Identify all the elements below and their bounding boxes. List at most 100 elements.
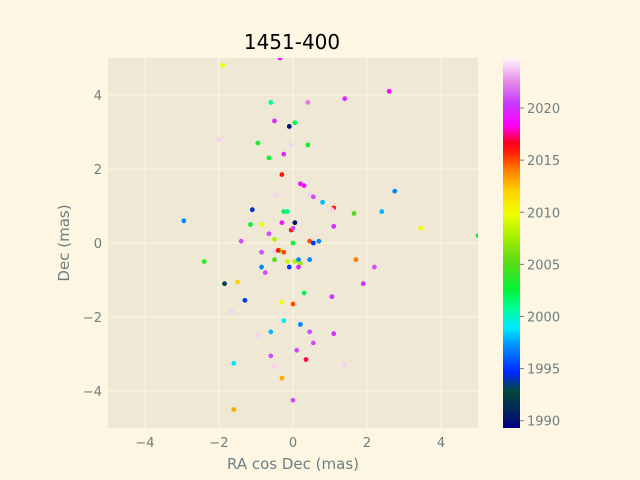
data-point: [272, 236, 277, 242]
data-point: [259, 264, 264, 270]
data-point: [296, 257, 301, 263]
colorbar-tick-label: 2010: [527, 206, 560, 221]
data-point: [418, 225, 424, 231]
data-point: [372, 264, 377, 270]
data-point: [294, 347, 300, 353]
x-tick-label: 0: [289, 436, 297, 451]
data-point: [298, 322, 303, 327]
data-point: [229, 309, 235, 314]
x-tick-label: 4: [437, 436, 445, 451]
data-point: [268, 353, 274, 359]
data-point: [222, 281, 227, 287]
colorbar-tick-label: 1990: [527, 415, 560, 430]
data-point: [298, 260, 303, 266]
data-point: [255, 140, 261, 146]
data-point: [310, 194, 316, 200]
data-point: [290, 240, 296, 246]
x-axis-label: RA cos Dec (mas): [227, 455, 359, 473]
x-tick-label: −4: [135, 436, 154, 451]
data-point: [281, 209, 287, 214]
data-point: [242, 297, 248, 303]
data-point: [259, 249, 264, 255]
data-point: [277, 58, 283, 61]
data-point: [216, 137, 222, 142]
scatter-points: [181, 58, 478, 412]
x-ticks: −4 −2 0 2 4: [135, 436, 445, 451]
data-point: [249, 207, 255, 213]
data-point: [286, 264, 292, 270]
data-point: [310, 340, 316, 346]
data-point: [310, 240, 316, 246]
data-point: [292, 259, 298, 264]
colorbar-tick-label: 2020: [527, 102, 560, 117]
data-point: [305, 142, 311, 148]
data-point: [201, 259, 207, 264]
chart-title: 1451-400: [244, 30, 340, 54]
data-point: [316, 238, 322, 244]
data-point: [268, 100, 274, 105]
colorbar-tick-label: 2000: [527, 310, 560, 325]
data-point: [279, 375, 285, 381]
data-point: [353, 257, 359, 263]
data-point: [286, 124, 292, 129]
x-tick-label: 2: [363, 436, 371, 451]
y-tick-label: −4: [83, 385, 102, 400]
data-point: [290, 397, 296, 403]
data-point: [329, 294, 335, 300]
data-point: [231, 407, 237, 412]
y-tick-label: −2: [83, 311, 102, 326]
data-point: [290, 225, 296, 231]
data-point: [220, 63, 226, 68]
x-tick-label: −2: [209, 436, 228, 451]
data-point: [285, 209, 290, 214]
data-point: [296, 264, 301, 270]
data-point: [305, 100, 311, 105]
data-point: [279, 299, 285, 305]
data-point: [248, 222, 253, 227]
data-point: [351, 211, 357, 216]
colorbar: [503, 58, 520, 428]
data-point: [281, 151, 287, 157]
data-point: [307, 329, 313, 335]
y-tick-label: 4: [94, 89, 102, 104]
colorbar-tick-label: 2015: [527, 154, 560, 169]
data-point: [272, 257, 277, 263]
data-point: [285, 259, 290, 264]
y-axis-label: Dec (mas): [55, 204, 73, 281]
data-point: [231, 360, 237, 366]
data-point: [298, 181, 303, 187]
colorbar-tick-label: 2005: [527, 258, 560, 273]
data-point: [307, 257, 313, 263]
data-point: [290, 301, 296, 307]
data-point: [279, 220, 285, 226]
data-point: [392, 188, 398, 194]
y-tick-label: 0: [94, 237, 102, 252]
colorbar-ticks: 1990 1995 2000 2005 2010 2015 2020: [520, 102, 560, 430]
data-point: [301, 183, 307, 189]
data-point: [331, 223, 337, 229]
data-point: [379, 209, 385, 214]
data-point: [307, 192, 313, 198]
data-point: [259, 222, 264, 227]
data-point: [301, 290, 307, 296]
data-point: [386, 88, 392, 94]
data-point: [268, 329, 274, 335]
data-point: [272, 118, 277, 124]
data-point: [255, 333, 261, 338]
y-ticks: −4 −2 0 2 4: [83, 89, 102, 400]
data-point: [329, 207, 335, 213]
data-point: [272, 364, 277, 370]
data-point: [292, 120, 298, 126]
colorbar-tick-label: 1995: [527, 363, 560, 378]
data-point: [273, 192, 279, 198]
data-point: [342, 362, 348, 368]
data-point: [475, 233, 478, 238]
data-point: [279, 172, 285, 177]
data-point: [275, 248, 281, 253]
data-point: [266, 155, 272, 161]
data-point: [235, 279, 240, 285]
data-point: [288, 142, 294, 148]
data-point: [262, 270, 268, 275]
data-point: [238, 238, 244, 244]
